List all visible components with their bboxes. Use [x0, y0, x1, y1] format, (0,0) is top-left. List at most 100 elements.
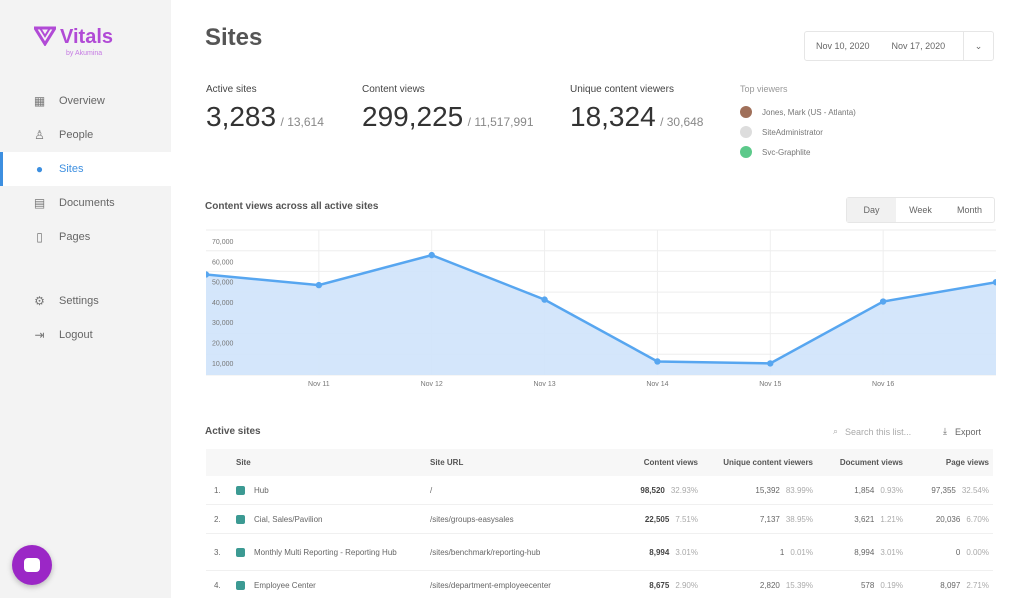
- document-views-value: 578: [860, 580, 875, 590]
- site-cell[interactable]: Hub: [236, 485, 430, 495]
- col-unique-viewers[interactable]: Unique content viewers: [723, 458, 813, 467]
- chat-icon: [24, 558, 40, 572]
- site-cell[interactable]: Monthly Multi Reporting - Reporting Hub: [236, 547, 430, 557]
- stat-total: / 13,614: [280, 115, 324, 129]
- row-number: 1.: [214, 485, 221, 495]
- sidebar-item-pages[interactable]: ▯ Pages: [0, 220, 171, 254]
- sidebar-item-overview[interactable]: ▦ Overview: [0, 84, 171, 118]
- export-button[interactable]: ⤓ Export: [943, 426, 981, 437]
- table-row[interactable]: 3. Monthly Multi Reporting - Reporting Hu…: [206, 534, 993, 571]
- content-views-pct: 2.90%: [675, 580, 698, 590]
- content-views-cell: 22,505 7.51%: [610, 515, 698, 524]
- unique-viewers-value: 15,392: [755, 485, 780, 495]
- page-views-cell: 20,036 6.70%: [903, 515, 993, 524]
- table-row[interactable]: 1. Hub / 98,520 32.93% 15,392 83.99% 1,854 0.93%…: [206, 476, 993, 505]
- page-views-cell: 97,355 32.54%: [903, 486, 993, 495]
- site-icon: [236, 485, 245, 495]
- content-views-cell: 8,675 2.90%: [610, 581, 698, 590]
- col-page-views[interactable]: Page views: [945, 458, 989, 467]
- sidebar-item-documents[interactable]: ▤ Documents: [0, 186, 171, 220]
- site-url: /sites/groups-easysales: [430, 514, 514, 524]
- search-input[interactable]: ⌕ Search this list...: [833, 426, 911, 437]
- page-views-cell: 8,097 2.71%: [903, 581, 993, 590]
- document-views-pct: 0.19%: [880, 580, 903, 590]
- stat-label: Content views: [362, 84, 425, 95]
- site-icon: [236, 580, 245, 590]
- content-views-value: 22,505: [644, 514, 670, 524]
- col-content-views[interactable]: Content views: [643, 458, 698, 467]
- document-views-value: 8,994: [854, 547, 875, 557]
- top-viewer-item[interactable]: SiteAdministrator: [740, 122, 856, 142]
- x-tick-label: Nov 16: [872, 381, 894, 388]
- site-name[interactable]: Employee Center: [254, 580, 316, 590]
- site-cell[interactable]: Cial, Sales/Pavilion: [236, 514, 430, 524]
- avatar: [740, 146, 752, 158]
- unique-viewers-pct: 83.99%: [785, 485, 813, 495]
- chart-title: Content views across all active sites: [205, 201, 379, 212]
- site-name[interactable]: Hub: [254, 485, 269, 495]
- sidebar-item-label: Pages: [59, 231, 91, 243]
- content-views-value: 98,520: [640, 485, 665, 495]
- sidebar-item-label: Overview: [59, 95, 105, 107]
- x-tick-label: Nov 11: [308, 381, 330, 388]
- top-viewer-item[interactable]: Svc-Graphlite: [740, 142, 856, 162]
- row-number: 3.: [214, 547, 221, 557]
- table-row[interactable]: 4. Employee Center/sites/department-emplo…: [206, 571, 993, 598]
- site-name[interactable]: Monthly Multi Reporting - Reporting Hub: [254, 547, 397, 557]
- stat-label: Unique content viewers: [570, 84, 674, 95]
- site-name[interactable]: Cial, Sales/Pavilion: [254, 514, 323, 524]
- col-url[interactable]: Site URL: [430, 458, 464, 467]
- chat-launcher-button[interactable]: [12, 545, 52, 585]
- content-views-cell: 98,520 32.93%: [610, 486, 698, 495]
- data-point: [541, 296, 548, 303]
- col-site[interactable]: Site: [236, 458, 251, 467]
- x-tick-label: Nov 13: [533, 381, 555, 388]
- gear-icon: ⚙: [34, 294, 45, 308]
- page-icon: ▯: [36, 230, 43, 244]
- app-logo[interactable]: Vitals by Akumina: [34, 26, 113, 57]
- content-views-chart: 70,000 60,000 50,000 40,000 30,000 20,000 10,0…: [206, 229, 996, 388]
- date-from[interactable]: Nov 10, 2020: [816, 41, 870, 51]
- unique-viewers-pct: 0.01%: [790, 547, 813, 557]
- sidebar-item-settings[interactable]: ⚙ Settings: [0, 284, 171, 318]
- series-line: [206, 253, 996, 365]
- unique-viewers-value: 1: [779, 547, 785, 557]
- document-views-pct: 1.21%: [880, 514, 903, 524]
- sidebar-item-label: Sites: [59, 163, 84, 175]
- date-to[interactable]: Nov 17, 2020: [891, 41, 946, 51]
- y-tick-label: 30,000: [212, 320, 234, 327]
- toggle-week[interactable]: Week: [909, 205, 932, 215]
- col-document-views[interactable]: Document views: [839, 458, 903, 467]
- date-range-picker[interactable]: Nov 10, 2020 Nov 17, 2020 ⌄: [804, 31, 994, 61]
- viewer-name: Jones, Mark (US - Atlanta): [762, 107, 856, 117]
- stat-value: 299,225: [362, 101, 464, 132]
- x-tick-label: Nov 12: [421, 381, 443, 388]
- sidebar-item-label: Logout: [59, 329, 93, 341]
- document-views-cell: 578 0.19%: [813, 581, 903, 590]
- secondary-nav: ⚙ Settings ⇥ Logout: [0, 284, 171, 352]
- viewer-name: SiteAdministrator: [762, 127, 823, 137]
- document-views-cell: 8,994 3.01%: [813, 548, 903, 557]
- site-cell[interactable]: Employee Center: [236, 580, 430, 590]
- toggle-day[interactable]: Day: [847, 198, 896, 222]
- app-subtitle: by Akumina: [66, 50, 103, 57]
- table-row[interactable]: 2. Cial, Sales/Pavilion/sites/groups-easy…: [206, 505, 993, 534]
- sidebar-item-people[interactable]: ♙ People: [0, 118, 171, 152]
- download-icon: ⤓: [943, 426, 947, 436]
- x-tick-label: Nov 14: [646, 381, 668, 388]
- chevron-down-icon[interactable]: ⌄: [963, 32, 993, 60]
- top-viewer-item[interactable]: Jones, Mark (US - Atlanta): [740, 102, 856, 122]
- sidebar-item-label: Settings: [59, 295, 99, 307]
- data-point: [428, 251, 435, 259]
- page-views-value: 97,355: [931, 485, 956, 495]
- toggle-month[interactable]: Month: [956, 205, 982, 215]
- top-viewers-label: Top viewers: [740, 84, 788, 94]
- sidebar-item-logout[interactable]: ⇥ Logout: [0, 318, 171, 352]
- page-views-pct: 0.00%: [966, 547, 989, 557]
- y-tick-label: 40,000: [212, 300, 234, 307]
- page-views-pct: 2.71%: [966, 580, 989, 590]
- content-views-pct: 7.51%: [675, 514, 698, 524]
- data-point: [992, 279, 996, 286]
- sidebar-item-sites[interactable]: ● Sites: [0, 152, 171, 186]
- site-icon: [236, 514, 245, 524]
